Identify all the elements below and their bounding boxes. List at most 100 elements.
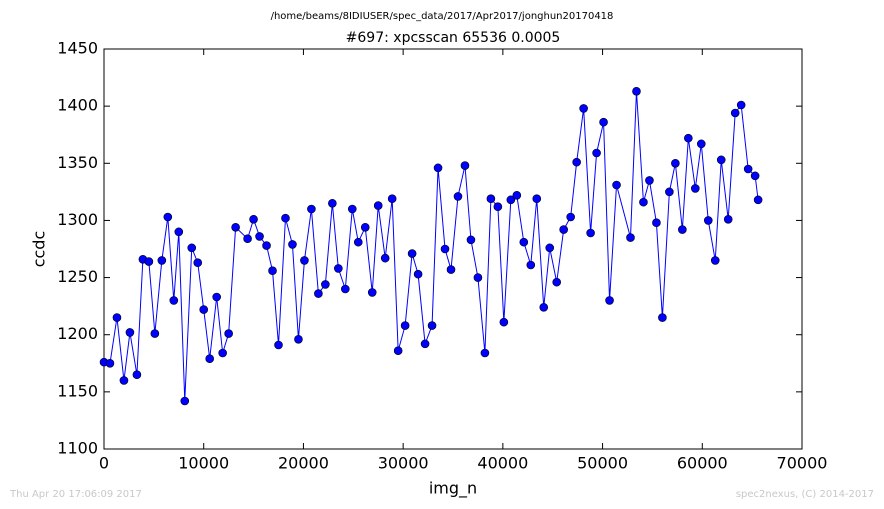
data-point [407, 249, 417, 258]
data-point [736, 100, 746, 110]
data-point [532, 194, 542, 204]
data-point [373, 201, 383, 210]
y-tick-label: 1150 [57, 381, 98, 400]
data-point [353, 237, 363, 247]
data-point [413, 269, 423, 279]
data-point [367, 288, 377, 297]
data-point [684, 133, 693, 143]
data-point [380, 253, 390, 263]
data-point [480, 348, 490, 358]
data-point [466, 235, 476, 245]
data-point [526, 260, 536, 270]
data-point [750, 171, 760, 181]
x-tick-label: 0 [99, 454, 109, 473]
data-point [393, 346, 403, 356]
y-tick-label: 1400 [57, 96, 98, 115]
data-point [696, 139, 706, 149]
data-point [658, 313, 667, 322]
data-point [307, 204, 316, 214]
data-point [268, 266, 277, 276]
data-point [205, 354, 214, 364]
data-point [360, 222, 370, 232]
data-point [665, 187, 674, 197]
x-tick-label: 50000 [577, 454, 628, 473]
data-point [281, 213, 290, 223]
data-point [274, 340, 283, 350]
data-point [347, 204, 357, 214]
data-point [612, 180, 621, 190]
data-point [255, 232, 264, 241]
data-point [112, 313, 122, 322]
data-point [486, 194, 496, 204]
data-point [218, 348, 227, 358]
data-point [703, 216, 713, 225]
data-point [473, 273, 483, 282]
data-point [652, 218, 661, 228]
x-tick-label: 10000 [178, 454, 229, 473]
data-point [710, 256, 720, 265]
data-point [321, 280, 330, 289]
data-point [678, 225, 687, 234]
data-point [119, 376, 129, 385]
data-point [566, 212, 575, 222]
y-axis-label: ccdc [30, 231, 49, 268]
data-point [294, 334, 303, 344]
data-point [150, 329, 160, 338]
x-tick-label: 40000 [477, 454, 528, 473]
data-point [512, 190, 522, 200]
data-point [341, 284, 350, 294]
footer-right: spec2nexus, (C) 2014-2017 [736, 489, 874, 500]
data-point [599, 117, 608, 127]
data-point [453, 192, 463, 201]
data-point [691, 184, 700, 193]
data-point [328, 198, 337, 208]
chart-title: #697: xpcsscan 65536 0.0005 [346, 30, 561, 46]
data-point [506, 195, 516, 205]
data-point [723, 214, 733, 224]
suptitle: /home/beams/8IDIUSER/spec_data/2017/Apr2… [271, 11, 614, 22]
data-point [314, 289, 323, 298]
data-point [499, 317, 509, 327]
data-point [427, 321, 437, 330]
data-point [212, 292, 221, 302]
y-tick-label: 1200 [57, 324, 98, 343]
data-point [626, 233, 635, 242]
data-point [460, 161, 470, 170]
data-point [231, 222, 240, 232]
data-point [193, 258, 203, 268]
footer-left: Thu Apr 20 17:06:09 2017 [9, 489, 142, 500]
data-point [288, 240, 297, 249]
data-point [300, 256, 309, 265]
data-point [579, 104, 588, 113]
data-point [400, 321, 410, 330]
data-point [224, 329, 233, 338]
data-line [103, 91, 759, 402]
data-point [552, 277, 562, 287]
data-point [420, 339, 430, 349]
data-point [730, 108, 740, 118]
data-point [645, 176, 654, 185]
x-tick-label: 70000 [777, 454, 828, 473]
data-point [334, 264, 343, 273]
data-point [545, 243, 555, 253]
data-point [174, 227, 184, 237]
data-point [144, 257, 154, 266]
x-tick-label: 20000 [278, 454, 329, 473]
data-point [249, 214, 258, 224]
y-tick-label: 1250 [57, 267, 98, 286]
data-point [639, 197, 648, 207]
data-point [592, 148, 601, 158]
data-point [105, 358, 115, 368]
x-axis-label: img_n [429, 479, 477, 499]
data-point [559, 225, 568, 234]
data-point [632, 86, 641, 96]
data-point [743, 164, 753, 174]
data-point [440, 244, 450, 254]
data-point [433, 163, 443, 173]
y-tick-label: 1100 [57, 439, 98, 458]
data-point [671, 158, 680, 168]
data-point [180, 396, 190, 406]
x-tick-label: 30000 [378, 454, 429, 473]
